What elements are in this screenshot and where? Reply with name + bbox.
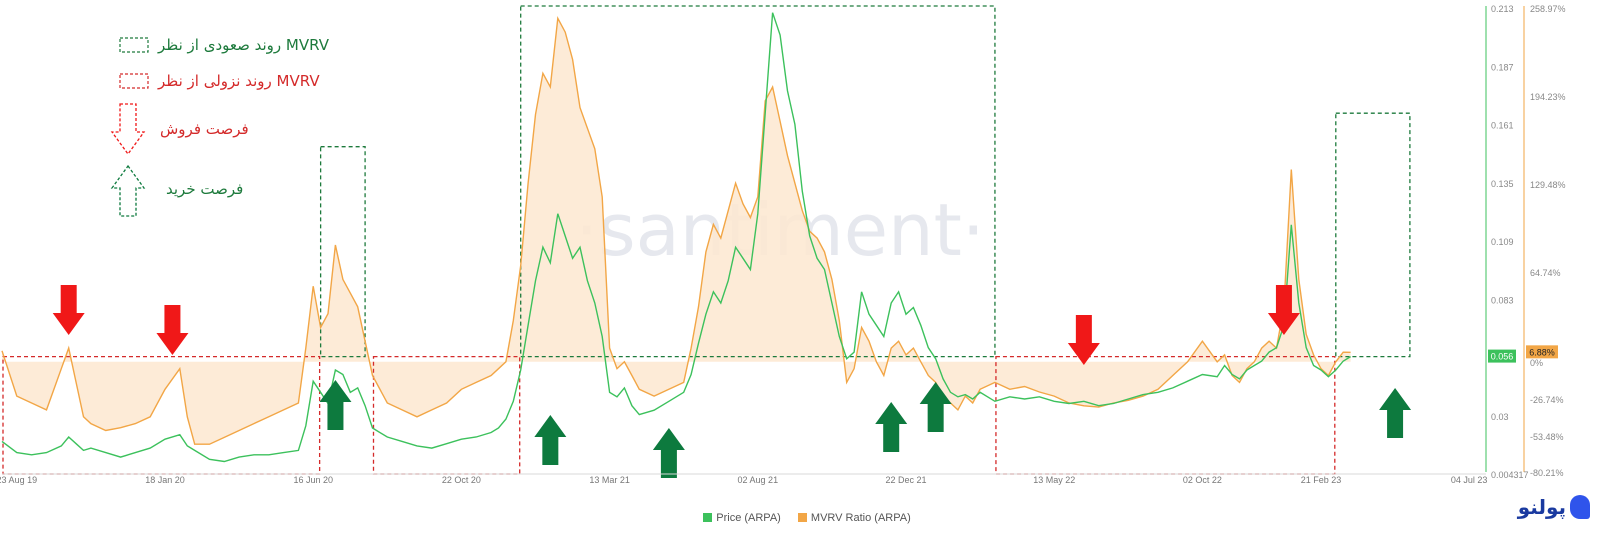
right-axis-tick-label: 129.48% — [1530, 180, 1566, 190]
axes: 0.213 0.187 0.161 0.135 0.109 0.083 0.056 0.03 0… — [0, 4, 1566, 485]
mvrv-legend-swatch — [797, 513, 807, 522]
right-axis-tick-label: 64.74% — [1530, 268, 1561, 278]
series-lines — [1, 12, 1351, 463]
sell-arrow-icon — [52, 285, 85, 335]
logo: پولنو — [1518, 495, 1590, 519]
x-axis-tick-label: 13 May 22 — [1033, 475, 1075, 485]
current-price-label: 0.056 — [1491, 352, 1514, 362]
bullish-box — [319, 146, 366, 358]
sell-arrow-icon — [156, 305, 189, 355]
x-axis-tick-label: 04 Jul 23 — [1451, 475, 1488, 485]
left-axis-tick-label: 0.083 — [1491, 295, 1514, 305]
left-axis-tick-label: 0.109 — [1491, 237, 1514, 247]
price-legend-swatch — [703, 513, 713, 522]
legend-bearish-label: روند نزولی از نظر MVRV — [158, 72, 320, 90]
right-axis-tick-label: 194.23% — [1530, 92, 1566, 102]
legend-bullish-label: روند صعودی از نظر MVRV — [158, 36, 329, 54]
mvrv-fill-area — [2, 18, 1351, 445]
legend-sell: فرصت فروش — [160, 120, 249, 138]
x-axis-tick-label: 13 Mar 21 — [589, 475, 630, 485]
signal-arrows — [52, 285, 1412, 478]
sell-arrow-icon — [1267, 285, 1300, 335]
buy-legend-arrow-icon — [110, 164, 146, 217]
sell-legend-arrow-icon — [110, 103, 146, 156]
x-axis-tick-label: 02 Aug 21 — [738, 475, 779, 485]
left-axis-tick-label: 0.004317 — [1491, 470, 1529, 480]
x-axis-tick-label: 23 Aug 19 — [0, 475, 37, 485]
x-axis-tick-label: 18 Jan 20 — [145, 475, 185, 485]
bullish-box — [1335, 112, 1411, 358]
bearish-box-legend-icon — [119, 73, 149, 89]
current-mvrv-badge — [1526, 345, 1558, 359]
left-axis-tick-label: 0.161 — [1491, 121, 1514, 131]
bullish-box-legend-icon — [119, 37, 149, 53]
current-mvrv-label: 6.88% — [1529, 347, 1555, 357]
right-axis-tick-label: 0% — [1530, 358, 1543, 368]
mvrv-line — [1, 15, 1351, 445]
legend-bullish: روند صعودی از نظر MVRV — [158, 36, 329, 54]
legend-bearish: روند نزولی از نظر MVRV — [158, 72, 320, 90]
mvrv-area-fill — [2, 18, 1351, 445]
left-axis-tick-label: 0.187 — [1491, 62, 1514, 72]
mvrv-legend-label: MVRV Ratio (ARPA) — [810, 512, 911, 524]
buy-arrow-icon — [919, 382, 952, 432]
sell-arrow-icon — [1067, 315, 1100, 365]
x-axis-tick-label: 21 Feb 23 — [1301, 475, 1342, 485]
buy-arrow-icon — [652, 428, 685, 478]
logo-mark-icon — [1570, 495, 1590, 519]
right-axis-tick-label: -26.74% — [1530, 395, 1564, 405]
series-legend: Price (ARPA) MVRV Ratio (ARPA) — [0, 512, 1600, 524]
buy-arrow-icon — [1379, 388, 1412, 438]
right-axis-tick-label: -53.48% — [1530, 432, 1564, 442]
legend-buy: فرصت خرید — [166, 180, 243, 198]
x-axis-tick-label: 16 Jun 20 — [293, 475, 333, 485]
x-axis-tick-label: 22 Oct 20 — [442, 475, 481, 485]
right-axis-tick-label: -80.21% — [1530, 468, 1564, 478]
price-line — [1, 12, 1351, 463]
legend-buy-label: فرصت خرید — [166, 180, 244, 198]
x-axis-tick-label: 22 Dec 21 — [886, 475, 927, 485]
left-axis-tick-label: 0.135 — [1491, 179, 1514, 189]
left-axis-tick-label: 0.03 — [1491, 412, 1509, 422]
legend-sell-label: فرصت فروش — [160, 120, 249, 138]
left-axis-tick-label: 0.213 — [1491, 4, 1514, 14]
legend-icons — [110, 37, 149, 217]
buy-arrow-icon — [319, 380, 352, 430]
logo-text: پولنو — [1517, 495, 1566, 519]
buy-arrow-icon — [534, 415, 567, 465]
x-axis-tick-label: 02 Oct 22 — [1183, 475, 1222, 485]
right-axis-tick-label: 258.97% — [1530, 4, 1566, 14]
current-price-badge — [1488, 349, 1516, 363]
buy-arrow-icon — [875, 402, 908, 452]
price-legend-label: Price (ARPA) — [716, 512, 781, 524]
